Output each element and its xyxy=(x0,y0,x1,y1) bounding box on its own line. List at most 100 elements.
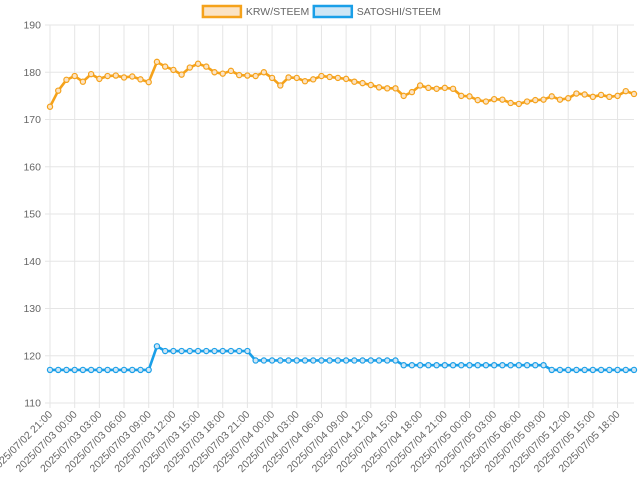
data-point[interactable] xyxy=(622,87,629,95)
data-point[interactable] xyxy=(359,79,366,87)
data-point[interactable] xyxy=(153,58,161,66)
data-point[interactable] xyxy=(170,347,177,355)
data-point[interactable] xyxy=(87,366,95,374)
data-point[interactable] xyxy=(433,362,440,369)
data-point[interactable] xyxy=(614,366,621,374)
data-point[interactable] xyxy=(112,366,120,374)
data-point[interactable] xyxy=(178,71,185,78)
data-point[interactable] xyxy=(375,84,383,91)
data-point[interactable] xyxy=(589,366,597,374)
data-point[interactable] xyxy=(540,362,547,369)
data-point[interactable] xyxy=(351,357,358,364)
data-point[interactable] xyxy=(342,357,350,364)
data-point[interactable] xyxy=(614,92,621,100)
data-point[interactable] xyxy=(260,357,268,364)
data-point[interactable] xyxy=(482,98,490,105)
data-point[interactable] xyxy=(449,85,457,92)
data-point[interactable] xyxy=(466,93,473,100)
data-point[interactable] xyxy=(55,366,62,374)
data-point[interactable] xyxy=(55,87,62,94)
data-point[interactable] xyxy=(532,362,539,369)
data-point[interactable] xyxy=(449,362,457,369)
data-point[interactable] xyxy=(186,64,194,71)
data-point[interactable] xyxy=(573,366,580,374)
data-point[interactable] xyxy=(120,74,128,81)
data-point[interactable] xyxy=(507,362,514,369)
data-point[interactable] xyxy=(46,366,54,374)
data-point[interactable] xyxy=(532,96,539,104)
data-point[interactable] xyxy=(96,366,103,374)
data-point[interactable] xyxy=(499,362,506,369)
data-point[interactable] xyxy=(334,357,342,364)
data-point[interactable] xyxy=(630,90,638,98)
data-point[interactable] xyxy=(203,63,210,70)
data-point[interactable] xyxy=(441,84,449,92)
data-point[interactable] xyxy=(375,357,383,364)
data-point[interactable] xyxy=(458,92,465,100)
data-point[interactable] xyxy=(474,96,481,104)
data-point[interactable] xyxy=(392,85,399,92)
data-point[interactable] xyxy=(384,357,391,364)
data-point[interactable] xyxy=(96,75,103,83)
data-point[interactable] xyxy=(589,93,597,101)
data-point[interactable] xyxy=(235,347,243,355)
data-point[interactable] xyxy=(466,362,473,369)
data-point[interactable] xyxy=(161,347,169,355)
data-point[interactable] xyxy=(318,357,325,364)
data-point[interactable] xyxy=(219,70,226,77)
data-point[interactable] xyxy=(87,70,95,78)
data-point[interactable] xyxy=(186,347,194,355)
data-point[interactable] xyxy=(145,78,152,86)
data-point[interactable] xyxy=(548,366,555,374)
data-point[interactable] xyxy=(277,82,284,89)
data-point[interactable] xyxy=(606,366,613,374)
data-point[interactable] xyxy=(556,366,564,374)
data-point[interactable] xyxy=(120,366,128,374)
data-point[interactable] xyxy=(515,100,523,108)
legend-item[interactable]: SATOSHI/STEEM xyxy=(312,4,441,19)
data-point[interactable] xyxy=(523,362,531,369)
data-point[interactable] xyxy=(507,99,514,107)
data-point[interactable] xyxy=(301,357,309,364)
data-point[interactable] xyxy=(342,75,350,83)
data-point[interactable] xyxy=(597,366,605,374)
data-point[interactable] xyxy=(408,362,416,369)
data-point[interactable] xyxy=(252,72,259,80)
data-point[interactable] xyxy=(630,366,638,374)
data-point[interactable] xyxy=(194,347,202,355)
data-point[interactable] xyxy=(129,366,136,374)
data-point[interactable] xyxy=(211,69,218,76)
data-point[interactable] xyxy=(400,92,407,100)
data-point[interactable] xyxy=(46,103,54,110)
data-point[interactable] xyxy=(441,362,449,369)
data-point[interactable] xyxy=(622,366,629,374)
data-point[interactable] xyxy=(293,357,300,364)
data-point[interactable] xyxy=(367,357,374,364)
data-point[interactable] xyxy=(490,95,498,103)
data-point[interactable] xyxy=(268,74,276,82)
data-point[interactable] xyxy=(581,91,588,98)
data-point[interactable] xyxy=(244,347,251,355)
data-point[interactable] xyxy=(104,72,111,80)
data-point[interactable] xyxy=(400,362,407,369)
data-point[interactable] xyxy=(515,362,523,369)
data-point[interactable] xyxy=(219,347,226,355)
data-point[interactable] xyxy=(564,95,572,102)
data-point[interactable] xyxy=(490,362,498,369)
data-point[interactable] xyxy=(129,73,136,80)
data-point[interactable] xyxy=(367,81,374,89)
data-point[interactable] xyxy=(351,78,358,85)
data-point[interactable] xyxy=(433,85,440,92)
data-point[interactable] xyxy=(597,91,605,99)
data-point[interactable] xyxy=(145,366,152,374)
data-point[interactable] xyxy=(425,362,432,369)
data-point[interactable] xyxy=(458,362,465,369)
data-point[interactable] xyxy=(285,357,292,364)
data-point[interactable] xyxy=(137,366,144,374)
data-point[interactable] xyxy=(392,357,399,364)
data-point[interactable] xyxy=(79,366,87,374)
data-point[interactable] xyxy=(334,74,342,82)
data-point[interactable] xyxy=(384,85,391,92)
data-point[interactable] xyxy=(408,88,416,96)
data-point[interactable] xyxy=(326,73,333,81)
